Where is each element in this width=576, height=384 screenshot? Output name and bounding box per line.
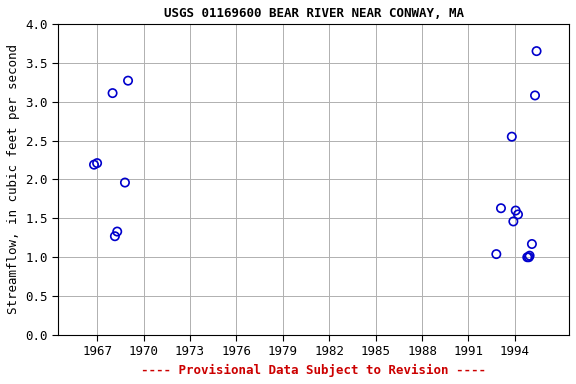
Point: [492, 251, 501, 257]
Point: [524, 254, 533, 260]
Point: [113, 228, 122, 235]
Point: [530, 93, 540, 99]
Point: [120, 179, 130, 185]
Point: [507, 134, 517, 140]
Y-axis label: Streamflow, in cubic feet per second: Streamflow, in cubic feet per second: [7, 45, 20, 314]
Point: [532, 48, 541, 54]
X-axis label: ---- Provisional Data Subject to Revision ----: ---- Provisional Data Subject to Revisio…: [141, 364, 486, 377]
Point: [123, 78, 132, 84]
Point: [89, 162, 98, 168]
Point: [497, 205, 506, 211]
Point: [527, 241, 536, 247]
Point: [525, 253, 534, 259]
Point: [93, 160, 102, 166]
Point: [110, 233, 119, 239]
Point: [511, 207, 520, 214]
Point: [522, 254, 532, 260]
Point: [108, 90, 117, 96]
Point: [509, 218, 518, 225]
Title: USGS 01169600 BEAR RIVER NEAR CONWAY, MA: USGS 01169600 BEAR RIVER NEAR CONWAY, MA: [164, 7, 464, 20]
Point: [513, 211, 522, 217]
